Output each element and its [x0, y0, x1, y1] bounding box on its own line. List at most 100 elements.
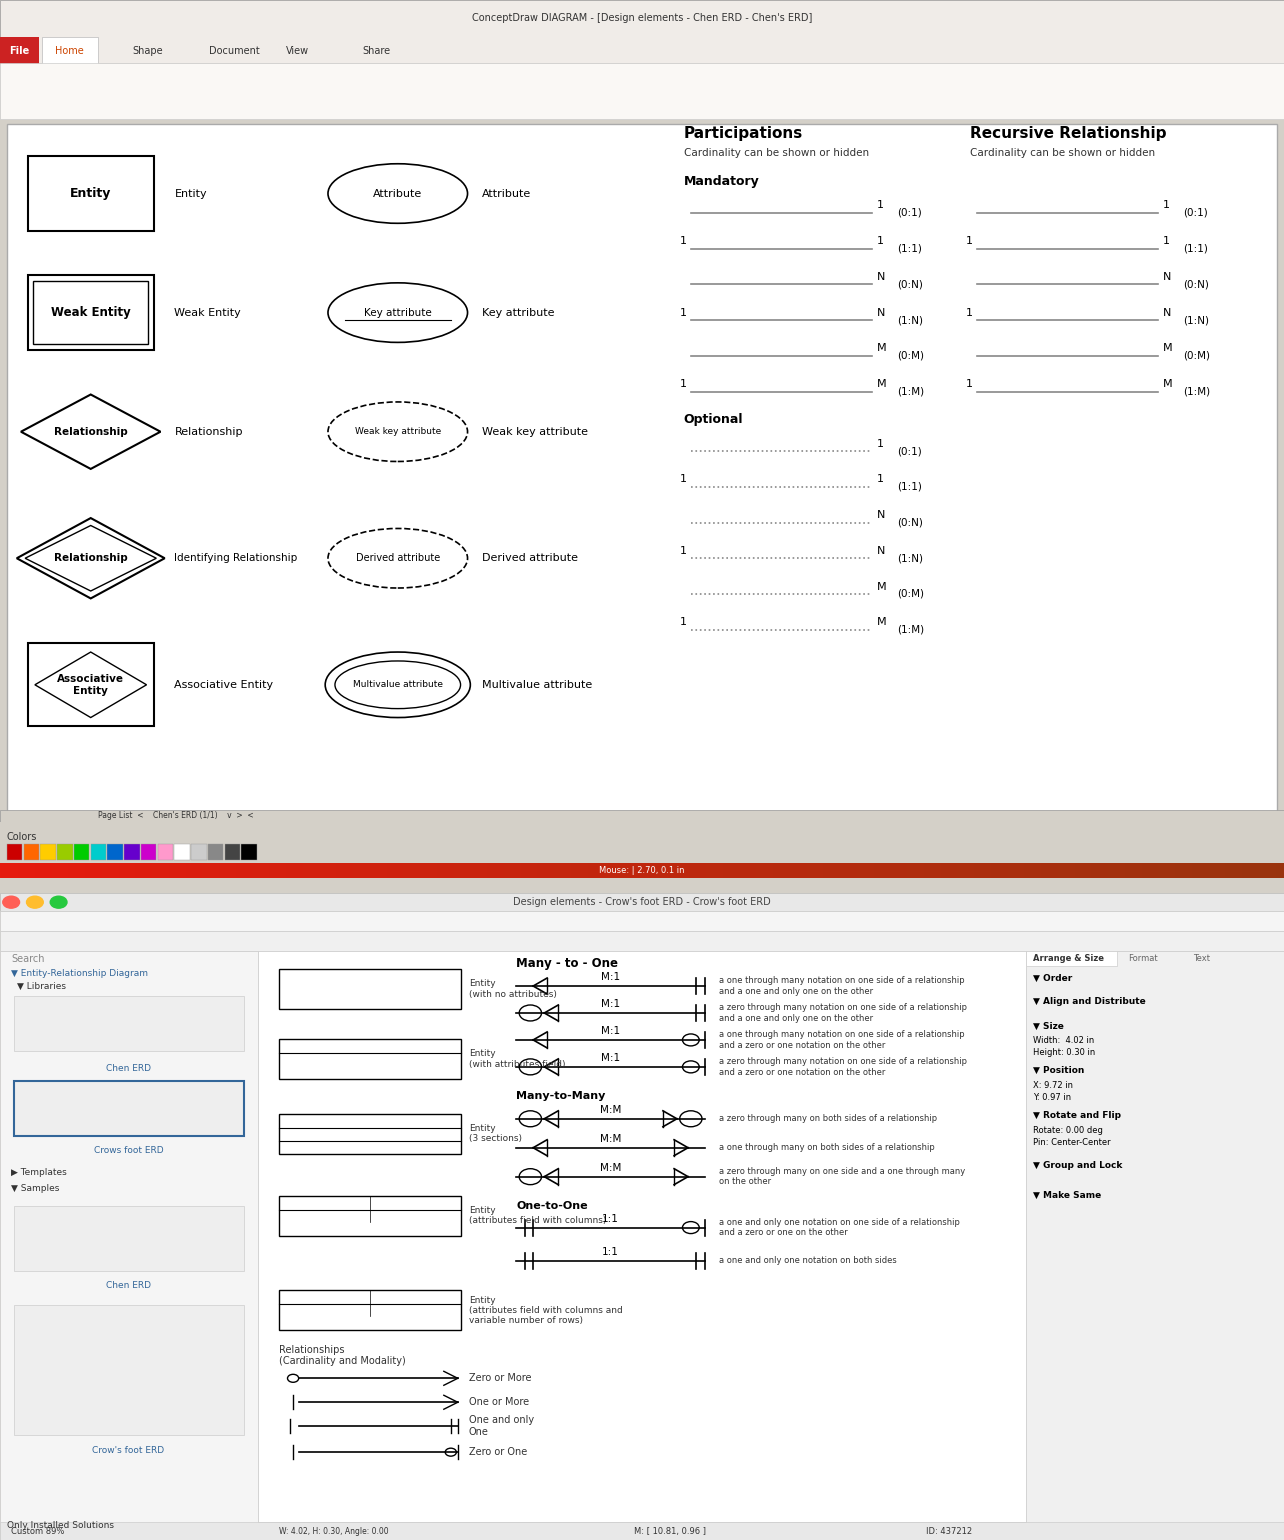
FancyBboxPatch shape [887, 864, 889, 878]
FancyBboxPatch shape [993, 864, 994, 878]
FancyBboxPatch shape [505, 864, 507, 878]
FancyBboxPatch shape [627, 864, 628, 878]
FancyBboxPatch shape [1279, 864, 1280, 878]
Text: M:1: M:1 [601, 972, 620, 983]
FancyBboxPatch shape [809, 864, 811, 878]
FancyBboxPatch shape [122, 864, 123, 878]
FancyBboxPatch shape [1021, 864, 1022, 878]
Text: Format: Format [1127, 953, 1157, 962]
FancyBboxPatch shape [320, 864, 321, 878]
FancyBboxPatch shape [63, 864, 64, 878]
FancyBboxPatch shape [1017, 864, 1018, 878]
Text: File: File [9, 46, 30, 55]
Text: Entity: Entity [71, 186, 112, 200]
Text: ▼ Make Same: ▼ Make Same [1032, 1190, 1102, 1200]
FancyBboxPatch shape [343, 864, 344, 878]
Text: Crows foot ERD: Crows foot ERD [94, 1146, 163, 1155]
FancyBboxPatch shape [895, 864, 896, 878]
FancyBboxPatch shape [940, 864, 941, 878]
Ellipse shape [327, 402, 467, 462]
FancyBboxPatch shape [1018, 864, 1021, 878]
FancyBboxPatch shape [596, 864, 597, 878]
FancyBboxPatch shape [710, 864, 711, 878]
FancyBboxPatch shape [728, 864, 729, 878]
FancyBboxPatch shape [268, 864, 270, 878]
FancyBboxPatch shape [733, 864, 734, 878]
Text: Optional: Optional [684, 413, 743, 427]
FancyBboxPatch shape [1, 864, 3, 878]
FancyBboxPatch shape [1258, 864, 1261, 878]
FancyBboxPatch shape [584, 864, 587, 878]
FancyBboxPatch shape [262, 864, 263, 878]
Text: a zero through many notation on one side of a relationship
and a one and only on: a zero through many notation on one side… [719, 1003, 967, 1023]
FancyBboxPatch shape [1049, 864, 1050, 878]
FancyBboxPatch shape [828, 864, 829, 878]
FancyBboxPatch shape [1251, 864, 1252, 878]
FancyBboxPatch shape [125, 864, 126, 878]
FancyBboxPatch shape [453, 864, 455, 878]
FancyBboxPatch shape [199, 864, 202, 878]
FancyBboxPatch shape [935, 864, 936, 878]
FancyBboxPatch shape [488, 864, 490, 878]
FancyBboxPatch shape [1254, 864, 1256, 878]
Text: (0:N): (0:N) [1184, 279, 1210, 290]
FancyBboxPatch shape [684, 864, 686, 878]
FancyBboxPatch shape [647, 864, 648, 878]
FancyBboxPatch shape [304, 864, 306, 878]
FancyBboxPatch shape [154, 864, 155, 878]
FancyBboxPatch shape [1126, 864, 1127, 878]
FancyBboxPatch shape [503, 864, 505, 878]
FancyBboxPatch shape [999, 864, 1000, 878]
FancyBboxPatch shape [963, 864, 964, 878]
FancyBboxPatch shape [630, 864, 632, 878]
FancyBboxPatch shape [529, 864, 530, 878]
Text: Document: Document [209, 46, 261, 55]
FancyBboxPatch shape [844, 864, 845, 878]
FancyBboxPatch shape [6, 844, 22, 861]
FancyBboxPatch shape [250, 864, 252, 878]
FancyBboxPatch shape [256, 864, 257, 878]
FancyBboxPatch shape [936, 864, 937, 878]
FancyBboxPatch shape [818, 864, 819, 878]
Text: (0:M): (0:M) [898, 588, 924, 599]
FancyBboxPatch shape [838, 864, 840, 878]
FancyBboxPatch shape [190, 864, 191, 878]
FancyBboxPatch shape [1147, 864, 1149, 878]
FancyBboxPatch shape [696, 864, 697, 878]
FancyBboxPatch shape [551, 864, 552, 878]
FancyBboxPatch shape [659, 864, 660, 878]
FancyBboxPatch shape [932, 864, 933, 878]
FancyBboxPatch shape [312, 864, 315, 878]
FancyBboxPatch shape [26, 864, 27, 878]
Text: Derived attribute: Derived attribute [482, 553, 578, 564]
Text: Multivalue attribute: Multivalue attribute [353, 681, 443, 690]
FancyBboxPatch shape [865, 864, 867, 878]
FancyBboxPatch shape [443, 864, 444, 878]
FancyBboxPatch shape [1167, 864, 1168, 878]
Text: (1:M): (1:M) [898, 387, 924, 396]
FancyBboxPatch shape [272, 864, 273, 878]
FancyBboxPatch shape [1141, 864, 1143, 878]
FancyBboxPatch shape [1091, 864, 1093, 878]
FancyBboxPatch shape [808, 864, 809, 878]
FancyBboxPatch shape [460, 864, 461, 878]
Text: X: 9.72 in: X: 9.72 in [1032, 1081, 1073, 1090]
FancyBboxPatch shape [1240, 864, 1242, 878]
FancyBboxPatch shape [543, 864, 544, 878]
FancyBboxPatch shape [1162, 864, 1165, 878]
FancyBboxPatch shape [325, 864, 326, 878]
FancyBboxPatch shape [344, 864, 347, 878]
FancyBboxPatch shape [675, 864, 677, 878]
FancyBboxPatch shape [258, 952, 1026, 1522]
FancyBboxPatch shape [611, 864, 612, 878]
FancyBboxPatch shape [1188, 864, 1189, 878]
Text: Many - to - One: Many - to - One [516, 956, 619, 970]
FancyBboxPatch shape [214, 864, 216, 878]
FancyBboxPatch shape [1175, 864, 1176, 878]
FancyBboxPatch shape [493, 864, 494, 878]
FancyBboxPatch shape [908, 864, 909, 878]
FancyBboxPatch shape [909, 864, 910, 878]
FancyBboxPatch shape [741, 864, 742, 878]
FancyBboxPatch shape [41, 844, 55, 861]
FancyBboxPatch shape [177, 864, 178, 878]
